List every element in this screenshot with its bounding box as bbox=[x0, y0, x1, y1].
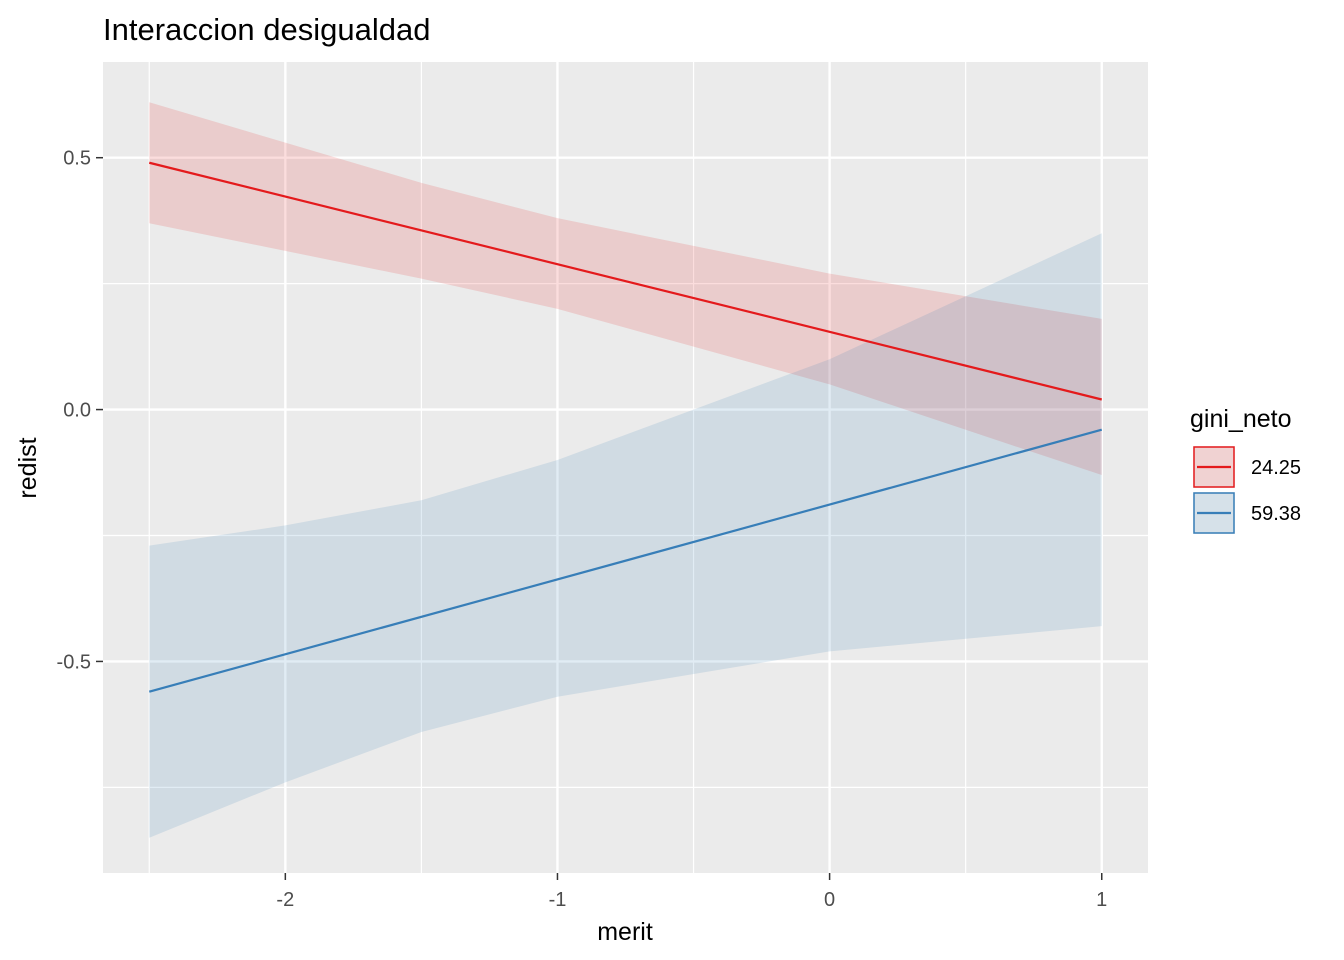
chart-title: Interaccion desigualdad bbox=[103, 12, 430, 47]
legend-title: gini_neto bbox=[1190, 405, 1291, 433]
series-line-2 bbox=[148, 428, 1103, 693]
series-lines bbox=[148, 161, 1103, 693]
legend-label: 24.25 bbox=[1251, 457, 1301, 479]
y-axis-title: redist bbox=[14, 437, 42, 498]
x-axis-ticks: -2 -1 0 1 bbox=[276, 873, 1107, 911]
y-axis-ticks: -0.5 0.0 0.5 bbox=[57, 148, 103, 673]
x-tick-label: -2 bbox=[276, 889, 294, 911]
x-tick-label: 1 bbox=[1096, 889, 1107, 911]
x-tick-label: -1 bbox=[549, 889, 567, 911]
y-tick-label: -0.5 bbox=[57, 651, 91, 673]
legend-label: 59.38 bbox=[1251, 503, 1301, 525]
y-tick-label: 0.5 bbox=[63, 148, 91, 170]
confidence-band-2 bbox=[149, 233, 1102, 838]
plot-panel bbox=[103, 62, 1148, 873]
series-line-1 bbox=[148, 161, 1103, 401]
confidence-band-1 bbox=[149, 102, 1102, 476]
x-axis-title: merit bbox=[597, 918, 653, 946]
minor-gridlines bbox=[103, 62, 1148, 873]
confidence-bands bbox=[149, 102, 1102, 838]
legend: gini_neto 24.25 59.38 bbox=[1190, 405, 1301, 534]
y-tick-label: 0.0 bbox=[63, 400, 91, 422]
x-tick-label: 0 bbox=[824, 889, 835, 911]
